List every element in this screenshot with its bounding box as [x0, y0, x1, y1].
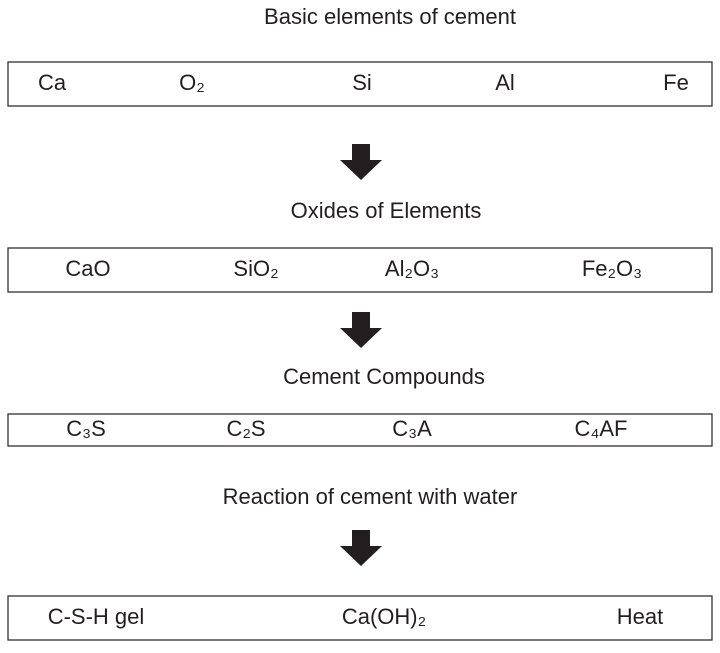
- stage-heading: Reaction of cement with water: [223, 484, 518, 509]
- stage-item: Al₂O₃: [385, 256, 439, 281]
- stage-item: Si: [352, 70, 372, 95]
- stage-item: Al: [495, 70, 515, 95]
- stage-item: O₂: [179, 70, 205, 95]
- arrow: [340, 312, 382, 348]
- stage-box: [7, 247, 713, 293]
- stage-item: C₂S: [226, 416, 265, 441]
- stage-item: Fe₂O₃: [582, 256, 642, 281]
- stage-item: C-S-H gel: [48, 604, 145, 629]
- arrow: [340, 144, 382, 180]
- arrow: [340, 530, 382, 566]
- stage-item: Ca(OH)₂: [342, 604, 426, 629]
- stage-box: [7, 61, 713, 107]
- stage-item: SiO₂: [233, 256, 278, 281]
- stage-item: C₃S: [66, 416, 106, 441]
- stage-item: Fe: [663, 70, 689, 95]
- stage-box: [7, 595, 713, 641]
- stage-box: [7, 413, 713, 447]
- stage-item: CaO: [65, 256, 110, 281]
- stage-heading: Cement Compounds: [283, 364, 485, 389]
- stage-item: C₃A: [392, 416, 432, 441]
- stage-item: Heat: [617, 604, 663, 629]
- stage-item: C₄AF: [575, 416, 628, 441]
- stage-heading: Oxides of Elements: [291, 198, 482, 223]
- stage-heading: Basic elements of cement: [264, 4, 516, 29]
- stage-item: Ca: [38, 70, 67, 95]
